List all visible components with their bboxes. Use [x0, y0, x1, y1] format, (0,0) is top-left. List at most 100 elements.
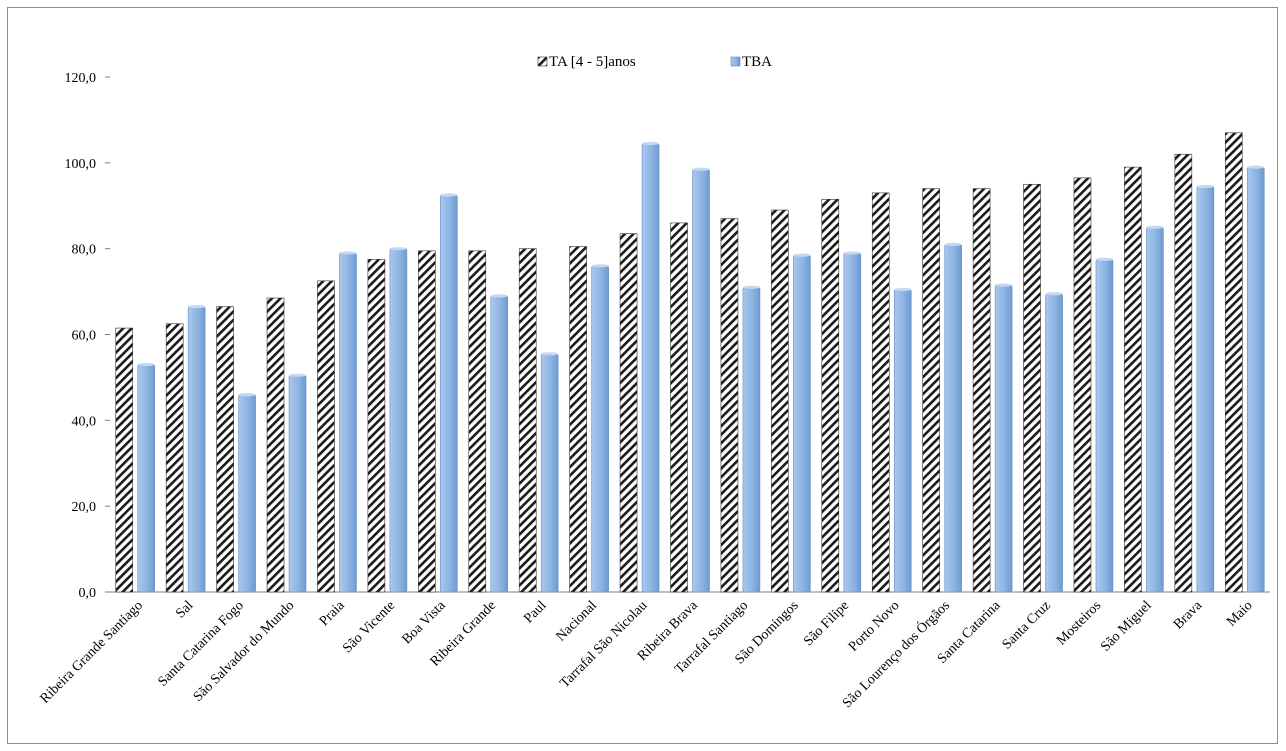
y-tick-label: 100,0	[65, 157, 97, 172]
bar-tba-cap	[642, 141, 660, 146]
bar-tba-cap	[289, 373, 307, 377]
category-label: Praia	[317, 598, 349, 630]
bar-tba	[1146, 226, 1164, 593]
category-label: Ribeira Grande Santiago	[38, 598, 146, 706]
bar-ta	[165, 323, 184, 593]
bar-tba	[1196, 186, 1215, 593]
category-label: Santa Cruz	[1000, 598, 1054, 652]
bar-ta	[518, 248, 537, 593]
bar-tba-cap	[490, 294, 508, 298]
category-label: Tarrafal São Nicolau	[557, 598, 650, 691]
bar-ta	[1073, 177, 1092, 593]
bar-tba-cap	[1247, 165, 1265, 169]
bar-tba-cap	[591, 264, 609, 268]
bar-tba	[187, 306, 206, 593]
bar-tba-cap	[944, 242, 962, 246]
bar-tba-cap	[1146, 225, 1164, 229]
bar-ta	[1224, 132, 1243, 593]
category-label: Santa Catarina Fogo	[155, 598, 246, 689]
bar-ta	[670, 222, 688, 593]
bar-tba	[490, 295, 509, 593]
bar-tba	[843, 252, 862, 593]
bar-tba-cap	[188, 305, 206, 309]
category-label: São Vicente	[340, 598, 398, 656]
category-label: São Miguel	[1098, 598, 1155, 655]
category-label: Brava	[1171, 598, 1206, 633]
bar-ta	[367, 259, 386, 593]
bar-tba	[692, 168, 710, 593]
bar-tba	[1095, 259, 1114, 593]
bar-ta	[569, 246, 587, 593]
legend-label-ta: TA [4 - 5]anos	[549, 54, 636, 70]
bar-ta	[1174, 153, 1193, 593]
bar-tba-cap	[1196, 184, 1214, 189]
bar-ta	[771, 209, 789, 593]
category-label: Sal	[173, 598, 196, 621]
y-tick-label: 120,0	[65, 71, 97, 86]
y-tick-label: 80,0	[72, 243, 97, 258]
bar-tba	[1246, 166, 1265, 593]
category-label: Maio	[1224, 598, 1256, 630]
bar-tba	[339, 252, 357, 593]
y-tick-label: 20,0	[72, 500, 97, 515]
bars-layer	[115, 132, 1265, 593]
y-tick-label: 40,0	[72, 414, 97, 429]
bar-ta	[1124, 166, 1142, 593]
bar-tba	[994, 284, 1013, 593]
bar-ta	[619, 233, 638, 593]
category-label: Boa Vista	[399, 598, 449, 648]
category-label: Paul	[521, 598, 549, 626]
bar-ta	[821, 199, 840, 593]
bar-tba-cap	[339, 251, 357, 255]
bar-tba-cap	[238, 392, 256, 397]
category-label: São Salvador do Mundo	[191, 598, 298, 705]
bar-tba	[238, 394, 256, 593]
bar-tba	[540, 353, 559, 593]
bar-tba-cap	[389, 247, 407, 251]
bar-ta	[115, 327, 134, 593]
y-tick-label: 60,0	[72, 329, 97, 344]
bar-tba	[1045, 293, 1063, 593]
legend-swatch-tba	[730, 56, 741, 67]
bar-tba-cap	[995, 283, 1013, 287]
bar-ta	[972, 188, 991, 593]
bar-ta	[216, 306, 234, 593]
bar-ta	[468, 250, 487, 593]
bar-tba	[389, 248, 408, 593]
chart-frame	[7, 7, 1278, 744]
bar-tba-cap	[440, 193, 458, 197]
bar-ta	[418, 250, 436, 593]
legend: TA [4 - 5]anos TBA	[537, 54, 772, 70]
bar-tba	[793, 254, 811, 593]
bar-tba	[742, 286, 761, 593]
legend-label-tba: TBA	[742, 54, 772, 70]
category-label: Mosteiros	[1054, 598, 1104, 648]
category-label: Nacional	[554, 598, 600, 644]
bar-ta	[871, 192, 890, 593]
bar-tba	[440, 194, 458, 593]
bar-tba-cap	[793, 253, 811, 257]
bar-tba	[893, 289, 912, 593]
bar-tba-cap	[137, 362, 155, 367]
legend-swatch-ta	[537, 56, 548, 67]
y-tick-label: 0,0	[79, 586, 97, 601]
category-label: São Filipe	[801, 598, 852, 649]
bar-ta	[317, 280, 335, 593]
bar-tba-cap	[692, 167, 710, 171]
bar-tba-cap	[843, 251, 861, 255]
bar-tba-cap	[894, 287, 912, 292]
bar-tba	[137, 364, 156, 593]
bar-ta	[922, 188, 940, 593]
bar-tba-cap	[1045, 292, 1063, 296]
bar-ta	[266, 297, 285, 593]
bar-tba	[288, 374, 307, 593]
bar-tba-cap	[742, 285, 760, 289]
bar-tba	[944, 244, 962, 593]
bar-tba-cap	[1095, 257, 1113, 261]
bar-tba	[591, 265, 609, 593]
bar-tba-cap	[541, 352, 559, 356]
bar-ta	[720, 218, 739, 593]
bar-ta	[1023, 183, 1041, 593]
